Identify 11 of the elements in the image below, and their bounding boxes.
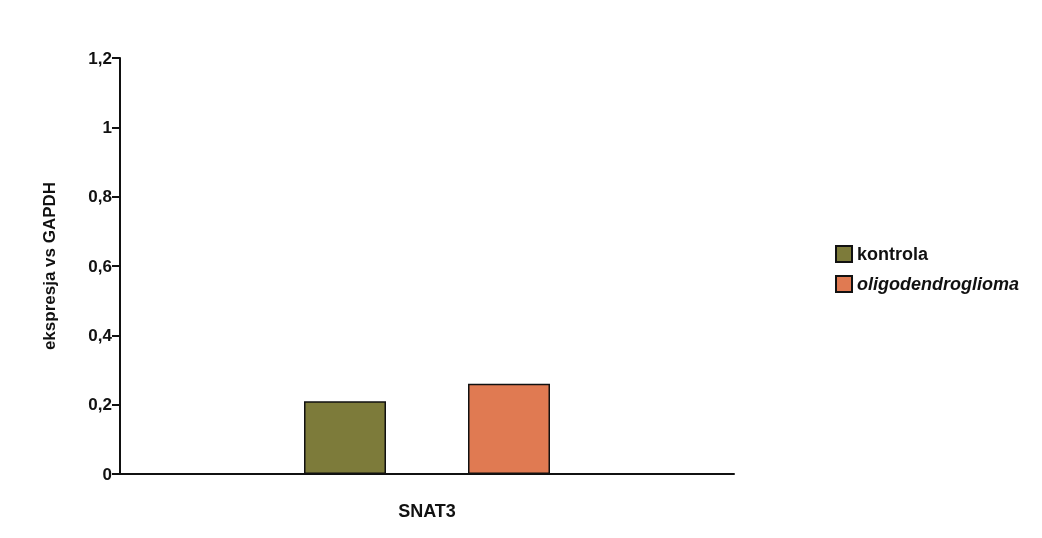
y-tick-label: 0 (102, 464, 112, 484)
y-tick-label: 0,4 (88, 325, 113, 345)
y-tick-label: 1,2 (88, 48, 112, 68)
legend-label: kontrola (857, 244, 929, 264)
y-axis-title: ekspresja vs GAPDH (40, 181, 59, 351)
y-tick-label: 0,6 (88, 256, 112, 276)
y-tick-label: 0,2 (88, 395, 112, 415)
x-tick-label: SNAT3 (398, 501, 456, 521)
y-tick-label: 0,8 (88, 187, 112, 207)
legend-label: oligodendroglioma (857, 274, 1020, 294)
y-tick-label: 1 (102, 117, 112, 137)
